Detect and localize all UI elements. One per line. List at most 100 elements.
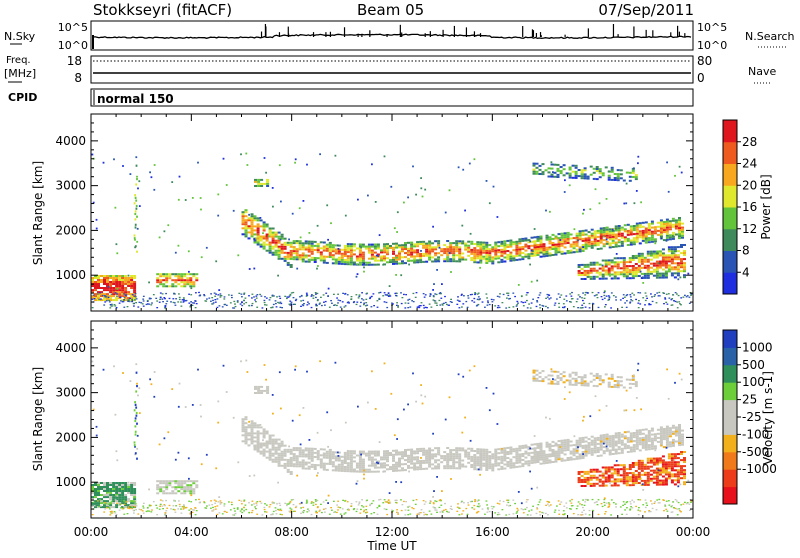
velocity-cell: [531, 509, 533, 510]
power-cell: [587, 272, 590, 274]
velocity-cell: [362, 459, 365, 461]
power-cell: [662, 252, 665, 254]
power-cell: [609, 238, 612, 240]
velocity-cell: [281, 441, 284, 443]
power-cell: [605, 272, 608, 274]
velocity-cell: [639, 441, 642, 443]
power-cell: [632, 277, 635, 279]
power-cell: [591, 247, 594, 249]
power-cell: [329, 248, 332, 250]
velocity-cell: [527, 464, 530, 466]
velocity-cell: [242, 434, 245, 436]
velocity-cell: [156, 486, 159, 488]
velocity-cell: [558, 450, 561, 452]
power-cell: [497, 257, 500, 259]
power-cell: [615, 234, 618, 236]
power-cell: [578, 266, 581, 268]
power-cell: [284, 296, 286, 297]
noise-spikes: [93, 24, 685, 49]
velocity-cell: [635, 480, 638, 482]
power-cell: [523, 305, 525, 306]
power-cell: [683, 252, 686, 254]
velocity-cell: [395, 452, 398, 454]
power-cell: [188, 250, 190, 252]
power-cell: [479, 256, 482, 258]
velocity-cell: [641, 460, 644, 462]
velocity-cell: [248, 434, 251, 436]
velocity-cell: [662, 466, 665, 468]
velocity-cell: [552, 455, 555, 457]
power-cell: [404, 244, 407, 246]
velocity-cell: [602, 475, 605, 477]
power-cell: [515, 259, 518, 261]
velocity-cell: [329, 449, 332, 451]
power-cell: [296, 242, 299, 244]
velocity-cell: [573, 454, 576, 456]
power-cell: [669, 228, 672, 230]
power-cell: [97, 287, 100, 289]
power-cell: [651, 237, 654, 239]
power-cell: [591, 229, 594, 231]
velocity-cell: [413, 452, 416, 454]
power-cell: [458, 166, 460, 168]
power-cell: [567, 238, 570, 240]
velocity-cell: [311, 458, 314, 460]
power-cell: [398, 253, 401, 255]
power-cell: [680, 277, 682, 279]
power-cell: [165, 281, 168, 283]
power-cell: [652, 301, 654, 302]
power-cell: [136, 178, 138, 180]
velocity-cell: [660, 443, 663, 445]
power-cell: [308, 251, 311, 253]
velocity-cell: [299, 503, 301, 504]
velocity-cell: [647, 482, 650, 484]
velocity-cell: [314, 466, 317, 468]
velocity-cell: [581, 380, 584, 382]
velocity-cell: [108, 507, 110, 508]
power-cell: [149, 298, 151, 299]
velocity-cell: [506, 457, 509, 459]
power-cell: [290, 252, 293, 254]
velocity-cell: [123, 500, 125, 501]
power-cell: [192, 275, 195, 277]
velocity-cell: [124, 490, 127, 492]
power-cell: [679, 166, 681, 168]
power-cell: [269, 232, 272, 234]
velocity-cell: [302, 451, 305, 453]
velocity-cell: [606, 450, 609, 452]
velocity-cell: [281, 465, 284, 467]
velocity-cell: [419, 460, 422, 462]
velocity-cell: [97, 494, 100, 496]
power-cell: [473, 253, 476, 255]
power-cell: [602, 270, 605, 272]
power-cell: [601, 296, 603, 297]
power-cell: [681, 223, 684, 225]
power-cell: [344, 245, 347, 247]
power-cell: [266, 183, 269, 185]
power-cell: [609, 242, 612, 244]
velocity-cell: [392, 460, 395, 462]
power-cell: [371, 254, 374, 256]
velocity-cell: [650, 470, 653, 472]
power-cell: [416, 253, 419, 255]
power-cell: [305, 249, 308, 251]
power-cell: [284, 246, 287, 248]
power-cell: [124, 287, 127, 289]
velocity-cell: [494, 449, 497, 451]
power-cell: [675, 234, 678, 236]
velocity-cell: [275, 449, 278, 451]
power-cell: [415, 194, 417, 196]
velocity-cell: [458, 453, 461, 455]
power-cell: [665, 302, 667, 303]
velocity-cell: [290, 461, 293, 463]
power-cell: [563, 303, 565, 304]
velocity-cell: [599, 479, 602, 481]
power-cell: [311, 296, 313, 297]
power-cell: [681, 172, 683, 174]
velocity-cell: [383, 454, 386, 456]
power-cell: [539, 294, 541, 295]
power-cell: [458, 258, 461, 260]
power-cell: [576, 233, 579, 235]
velocity-cell: [677, 469, 680, 471]
